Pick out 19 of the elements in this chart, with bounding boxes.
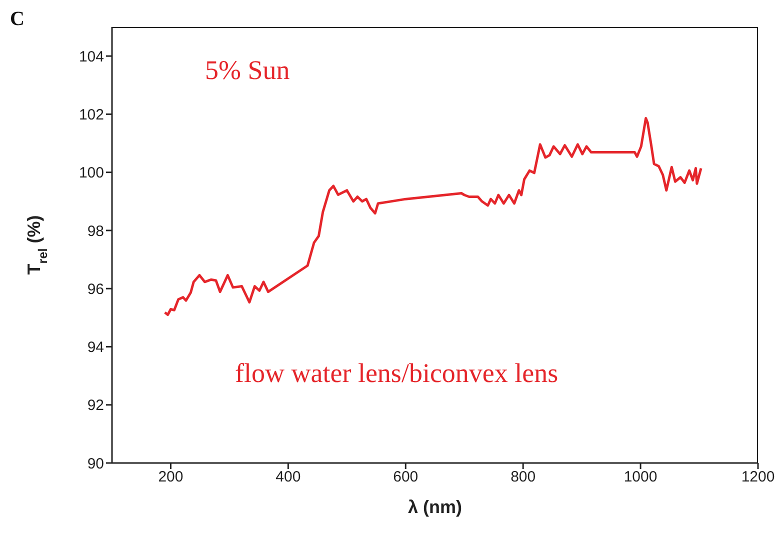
text: C (10, 8, 24, 31)
y-tick-label: 100 (78, 164, 104, 182)
x-tick-label: 1200 (741, 468, 775, 486)
x-tick-label: 1000 (624, 468, 658, 486)
annotation: flow water lens/biconvex lens (235, 358, 558, 389)
y-tick-label: 94 (87, 339, 104, 356)
x-tick-label: 400 (276, 468, 301, 486)
y-tick-label: 104 (78, 48, 104, 66)
x-axis-title: λ (nm) (408, 497, 462, 517)
x-tick-label: 800 (510, 468, 536, 486)
x-tick-label: 200 (158, 468, 184, 486)
y-tick-label: 102 (78, 106, 104, 124)
line-series (164, 117, 702, 316)
annotation: 5% Sun (205, 55, 290, 86)
y-tick-label: 92 (87, 397, 104, 414)
y-tick-label: 98 (87, 222, 104, 240)
y-tick-label: 96 (87, 280, 104, 298)
y-tick-label: 90 (87, 455, 104, 472)
x-tick-label: 600 (393, 468, 418, 486)
